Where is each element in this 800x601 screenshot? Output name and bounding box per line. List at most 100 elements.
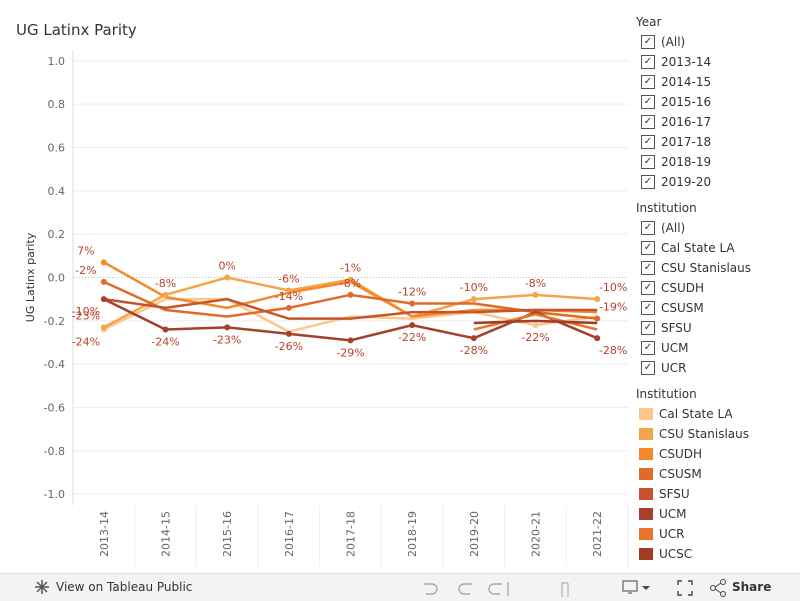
data-label: -23% xyxy=(72,309,100,322)
legend-label: CSUSM xyxy=(659,467,702,481)
checkbox[interactable]: ✓ xyxy=(641,35,655,49)
option-label: UCR xyxy=(661,361,687,375)
legend-item: Cal State LA xyxy=(636,404,796,424)
filter-option[interactable]: ✓ 2015-16 xyxy=(636,92,796,112)
filter-option[interactable]: ✓ 2017-18 xyxy=(636,132,796,152)
filter-option[interactable]: ✓ Cal State LA xyxy=(636,238,796,258)
filter-option[interactable]: ✓ CSUDH xyxy=(636,278,796,298)
legend-swatch xyxy=(639,488,653,500)
filter-option[interactable]: ✓ 2018-19 xyxy=(636,152,796,172)
series-line xyxy=(473,313,598,331)
checkbox[interactable]: ✓ xyxy=(641,261,655,275)
data-point xyxy=(409,322,416,329)
checkbox[interactable]: ✓ xyxy=(641,221,655,235)
filter-option[interactable]: ✓ CSUSM xyxy=(636,298,796,318)
legend-item: UCR xyxy=(636,524,796,544)
data-point xyxy=(594,335,601,342)
y-tick-label: 0.8 xyxy=(48,98,66,111)
data-label: -10% xyxy=(599,281,627,294)
filter-option[interactable]: ✓ UCM xyxy=(636,338,796,358)
y-tick-label: -1.0 xyxy=(44,488,65,501)
data-point xyxy=(100,324,107,331)
filter-option[interactable]: ✓ 2019-20 xyxy=(636,172,796,192)
share-button[interactable]: Share xyxy=(732,580,772,594)
checkbox[interactable]: ✓ xyxy=(641,301,655,315)
data-point xyxy=(594,315,601,322)
filter-option[interactable]: ✓ SFSU xyxy=(636,318,796,338)
legend-swatch xyxy=(639,468,653,480)
checkbox[interactable]: ✓ xyxy=(641,135,655,149)
legend-label: Cal State LA xyxy=(659,407,733,421)
filter-option[interactable]: ✓ CSU Stanislaus xyxy=(636,258,796,278)
legend-item: UCM xyxy=(636,504,796,524)
legend-swatch xyxy=(639,448,653,460)
x-tick-label: 2018-19 xyxy=(406,511,419,557)
checkbox[interactable]: ✓ xyxy=(641,281,655,295)
x-tick-label: 2013-14 xyxy=(98,511,111,557)
checkbox[interactable]: ✓ xyxy=(641,341,655,355)
data-point xyxy=(470,335,477,342)
revert-icon[interactable] xyxy=(488,582,509,596)
option-label: 2019-20 xyxy=(661,175,712,189)
data-label: -28% xyxy=(460,344,488,357)
filter-option[interactable]: ✓ 2013-14 xyxy=(636,52,796,72)
filter-option[interactable]: ✓ (All) xyxy=(636,218,796,238)
data-point xyxy=(100,278,107,285)
y-tick-label: -0.8 xyxy=(44,445,65,458)
data-point xyxy=(224,324,231,331)
legend-label: CSUDH xyxy=(659,447,703,461)
legend-swatch xyxy=(639,528,653,540)
data-label: -24% xyxy=(72,336,100,349)
filter-option[interactable]: ✓ 2014-15 xyxy=(636,72,796,92)
data-label: -8% xyxy=(340,277,361,290)
share-icon[interactable] xyxy=(709,578,729,598)
data-label: -23% xyxy=(213,333,241,346)
filter-option[interactable]: ✓ (All) xyxy=(636,32,796,52)
data-label: -12% xyxy=(398,286,426,299)
redo-icon[interactable] xyxy=(458,583,472,595)
checkbox[interactable]: ✓ xyxy=(641,75,655,89)
filter-option[interactable]: ✓ 2016-17 xyxy=(636,112,796,132)
data-label: -29% xyxy=(336,346,364,359)
checkbox[interactable]: ✓ xyxy=(641,155,655,169)
data-label: -6% xyxy=(278,273,299,286)
pause-icon[interactable] xyxy=(561,582,569,597)
filter-option[interactable]: ✓ UCR xyxy=(636,358,796,378)
option-label: UCM xyxy=(661,341,689,355)
data-label: -26% xyxy=(275,340,303,353)
checkbox[interactable]: ✓ xyxy=(641,95,655,109)
series-line xyxy=(103,297,598,333)
legend-swatch xyxy=(639,508,653,520)
x-tick-label: 2019-20 xyxy=(468,511,481,557)
option-label: (All) xyxy=(661,35,686,49)
option-label: 2017-18 xyxy=(661,135,712,149)
data-label: -22% xyxy=(398,331,426,344)
data-label: -10% xyxy=(460,281,488,294)
option-label: Cal State LA xyxy=(661,241,735,255)
option-label: (All) xyxy=(661,221,686,235)
checkbox[interactable]: ✓ xyxy=(641,55,655,69)
option-label: SFSU xyxy=(661,321,692,335)
tableau-icon xyxy=(35,580,49,594)
toolbar-icons xyxy=(424,582,569,597)
legend-label: UCR xyxy=(659,527,685,541)
data-label: -22% xyxy=(521,331,549,344)
download-button[interactable] xyxy=(620,578,660,598)
data-point xyxy=(409,300,416,307)
checkbox[interactable]: ✓ xyxy=(641,115,655,129)
chart: UG Latinx parity 1.0 0.8 0.6 0.4 0.2 0.0 -0.2 -0… xyxy=(24,50,629,567)
fullscreen-button[interactable] xyxy=(675,578,695,598)
data-point xyxy=(347,337,354,344)
checkbox[interactable]: ✓ xyxy=(641,175,655,189)
legend-swatch xyxy=(639,408,653,420)
checkbox[interactable]: ✓ xyxy=(641,241,655,255)
y-tick-label: 1.0 xyxy=(48,55,66,68)
undo-icon[interactable] xyxy=(424,583,438,595)
view-link[interactable]: View on Tableau Public xyxy=(56,580,193,594)
option-label: 2016-17 xyxy=(661,115,712,129)
checkbox[interactable]: ✓ xyxy=(641,361,655,375)
data-label: -8% xyxy=(525,277,546,290)
data-point xyxy=(347,276,354,283)
checkbox[interactable]: ✓ xyxy=(641,321,655,335)
